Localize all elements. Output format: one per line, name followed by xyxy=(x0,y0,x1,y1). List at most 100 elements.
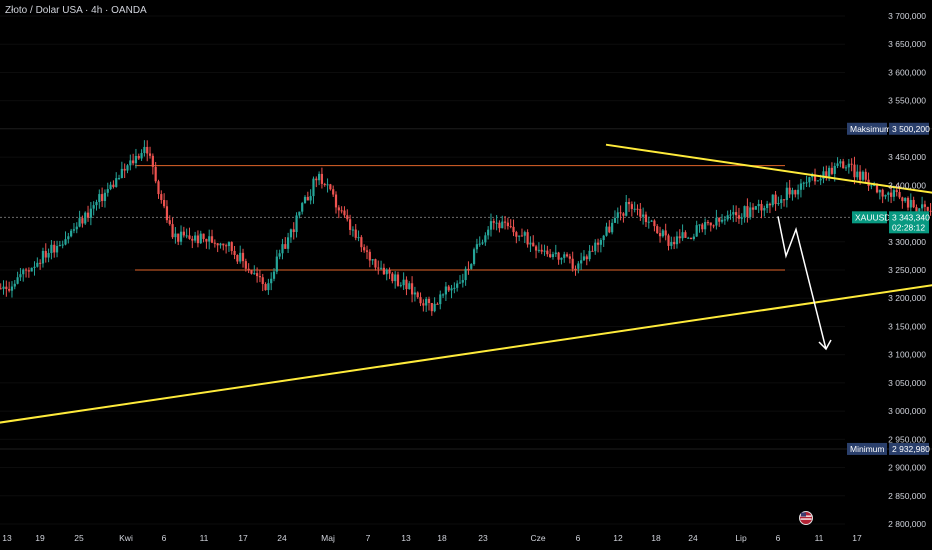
projection-arrow[interactable] xyxy=(777,216,832,351)
candle-body xyxy=(923,204,927,207)
candle-body xyxy=(847,163,850,168)
candle-body xyxy=(182,231,185,236)
y-tick-label: 2 900,000 xyxy=(888,463,926,473)
horizontal-levels xyxy=(0,128,932,450)
candle-body xyxy=(520,235,524,237)
candle-body xyxy=(163,199,166,207)
maximum-label-box xyxy=(847,122,887,135)
chart-title: Złoto / Dolar USA · 4h · OANDA xyxy=(5,5,147,16)
projection-path xyxy=(777,216,827,350)
candle-body xyxy=(526,232,529,245)
candle-body xyxy=(267,283,270,291)
candle-body xyxy=(808,177,811,183)
candle-body xyxy=(568,256,571,259)
us-flag-icon[interactable] xyxy=(799,511,813,525)
candle-body xyxy=(233,250,236,256)
candle-body xyxy=(258,276,262,278)
maximum-value-box xyxy=(889,122,929,135)
candle-body xyxy=(261,277,264,285)
candle-body xyxy=(506,222,509,227)
candle-body xyxy=(881,189,884,197)
candle-body xyxy=(24,269,28,271)
candle-body xyxy=(701,224,704,230)
candle-body xyxy=(859,171,862,180)
candle-body xyxy=(174,233,177,238)
candle-body xyxy=(86,212,90,218)
candle-body xyxy=(478,243,481,245)
candle-body xyxy=(749,207,752,217)
candle-body xyxy=(360,237,363,248)
candle-body xyxy=(788,187,791,195)
x-tick-label: 7 xyxy=(366,533,371,543)
candle-body xyxy=(278,253,281,257)
candle-body xyxy=(712,225,715,227)
symbol-tag-box xyxy=(852,211,887,224)
candle-body xyxy=(351,229,355,231)
candle-body xyxy=(365,250,369,252)
candle-body xyxy=(329,184,332,190)
candle-body xyxy=(298,211,301,216)
candle-body xyxy=(106,189,109,193)
candle-body xyxy=(743,206,746,218)
candle-body xyxy=(363,247,366,251)
x-tick-label: 23 xyxy=(478,533,488,543)
x-axis[interactable]: 13 19 25 Kwi 6 11 17 24 Maj 7 13 18 23 Cze 6 12 18 24 Lip 6… xyxy=(2,533,862,543)
candle-body xyxy=(797,189,800,195)
y-tick-label: 2 800,000 xyxy=(888,519,926,529)
candle-body xyxy=(616,212,619,218)
candle-body xyxy=(653,220,656,227)
candle-body xyxy=(388,269,391,274)
candle-body xyxy=(81,218,84,224)
candle-body xyxy=(763,208,766,211)
y-tick-label: 3 100,000 xyxy=(888,350,926,360)
candle-body xyxy=(681,232,684,239)
candle-body xyxy=(301,203,304,212)
candle-body xyxy=(692,236,695,240)
candle-body xyxy=(219,243,222,246)
candle-body xyxy=(253,273,256,275)
y-tick-label: 3 550,000 xyxy=(888,96,926,106)
y-axis[interactable]: 3 700,000 3 650,000 3 600,000 3 550,000 3 45… xyxy=(888,11,926,529)
candle-body xyxy=(836,163,839,166)
candle-body xyxy=(630,204,633,209)
candle-body xyxy=(920,204,924,209)
y-tick-label: 3 600,000 xyxy=(888,67,926,77)
candle-body xyxy=(236,255,239,262)
trendlines[interactable] xyxy=(0,143,932,449)
candle-body xyxy=(44,250,47,258)
candle-body xyxy=(458,282,462,284)
candle-body xyxy=(216,243,219,246)
candle-body xyxy=(371,259,374,261)
candle-body xyxy=(453,287,456,289)
candle-body xyxy=(543,250,546,252)
candle-body xyxy=(726,215,729,220)
candle-body xyxy=(546,250,549,255)
candle-body xyxy=(368,251,371,261)
candle-body xyxy=(239,252,242,262)
candle-body xyxy=(929,210,932,212)
candle-body xyxy=(357,237,360,239)
candle-body xyxy=(780,199,783,204)
candle-body xyxy=(256,273,259,277)
candle-body xyxy=(413,292,417,295)
candle-body xyxy=(582,256,586,261)
candle-body xyxy=(667,235,670,246)
candle-body xyxy=(715,217,718,226)
candle-body xyxy=(143,146,146,154)
candle-body xyxy=(354,229,357,238)
y-tick-label: 3 450,000 xyxy=(888,152,926,162)
candle-body xyxy=(678,236,681,239)
candle-body xyxy=(281,244,284,254)
candle-body xyxy=(16,277,19,284)
candle-body xyxy=(241,252,245,262)
candle-body xyxy=(30,267,33,272)
candle-body xyxy=(323,183,326,185)
y-tick-label: 3 400,000 xyxy=(888,180,926,190)
candle-body xyxy=(839,161,842,164)
candle-body xyxy=(247,268,250,271)
y-tick-label: 3 250,000 xyxy=(888,265,926,275)
candle-body xyxy=(580,260,583,264)
candle-body xyxy=(684,232,687,238)
